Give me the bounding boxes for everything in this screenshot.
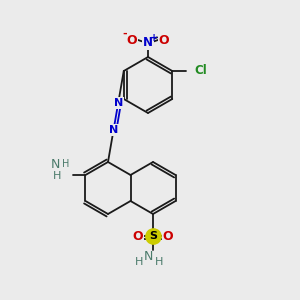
Text: Cl: Cl <box>194 64 207 77</box>
Text: N: N <box>51 158 60 170</box>
Text: H: H <box>155 257 163 267</box>
Text: O: O <box>127 34 137 46</box>
Text: O: O <box>133 230 143 242</box>
Text: -: - <box>123 29 127 39</box>
Text: N: N <box>114 98 123 108</box>
Text: +: + <box>150 33 158 43</box>
Text: H: H <box>62 159 69 169</box>
Text: O: O <box>163 230 173 242</box>
Text: N: N <box>109 125 118 135</box>
Text: N: N <box>143 250 153 262</box>
Text: N: N <box>143 37 153 50</box>
Text: S: S <box>149 231 157 241</box>
Text: H: H <box>135 257 143 267</box>
Text: H: H <box>53 171 62 181</box>
Text: O: O <box>159 34 169 46</box>
